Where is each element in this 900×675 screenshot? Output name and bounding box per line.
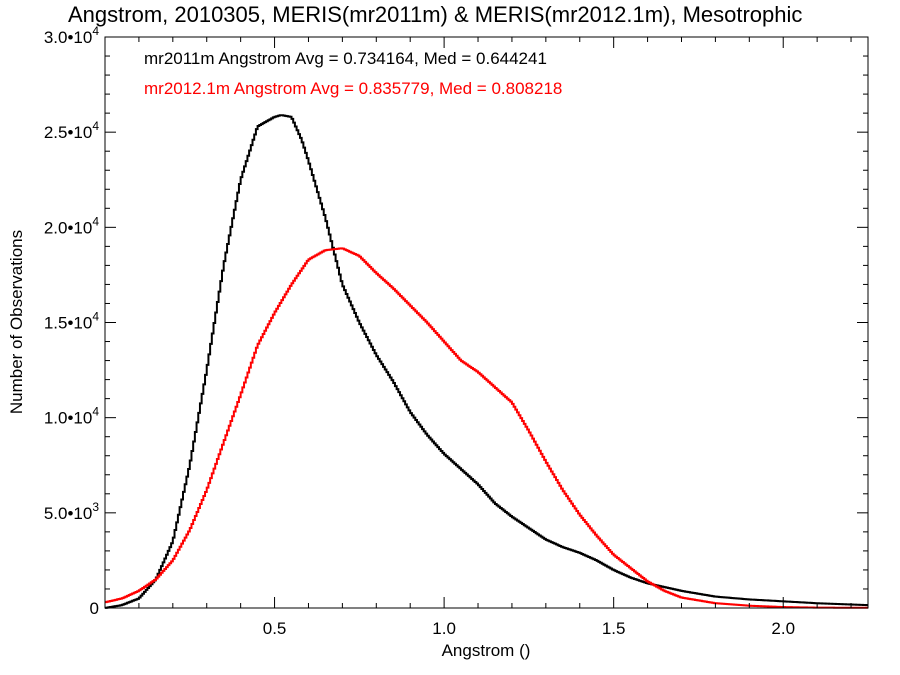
y-tick-label: 2.5•104 (44, 119, 100, 142)
y-axis: 0 5.0•103 1.0•104 1.5•104 2.0•104 2.5•104 3.0•… (44, 24, 868, 618)
y-tick-label: 2.0•104 (44, 214, 100, 237)
y-tick-label: 1.0•104 (44, 405, 100, 428)
y-axis-label: Number of Observations (7, 230, 26, 414)
x-tick-label: 1.5 (602, 619, 626, 638)
series-annotation-mr2011m: mr2011m Angstrom Avg = 0.734164, Med = 0… (144, 49, 547, 68)
x-axis: 0.5 1.0 1.5 2.0 (138, 37, 852, 638)
y-tick-label: 0 (90, 599, 99, 618)
y-tick-label: 1.5•104 (44, 310, 100, 333)
x-tick-label: 2.0 (771, 619, 795, 638)
y-tick-label: 3.0•104 (44, 24, 100, 47)
series-layer (105, 114, 868, 609)
chart-title: Angstrom, 2010305, MERIS(mr2011m) & MERI… (68, 2, 803, 27)
plot-frame (104, 36, 869, 609)
x-tick-label: 0.5 (263, 619, 287, 638)
x-tick-label: 1.0 (432, 619, 456, 638)
series-line-mr2011m (105, 114, 868, 609)
y-tick-label: 5.0•103 (44, 500, 100, 523)
x-axis-label: Angstrom () (442, 641, 531, 660)
series-line-mr2012-1m (105, 247, 868, 609)
series-annotation-mr2012-1m: mr2012.1m Angstrom Avg = 0.835779, Med =… (144, 79, 562, 98)
